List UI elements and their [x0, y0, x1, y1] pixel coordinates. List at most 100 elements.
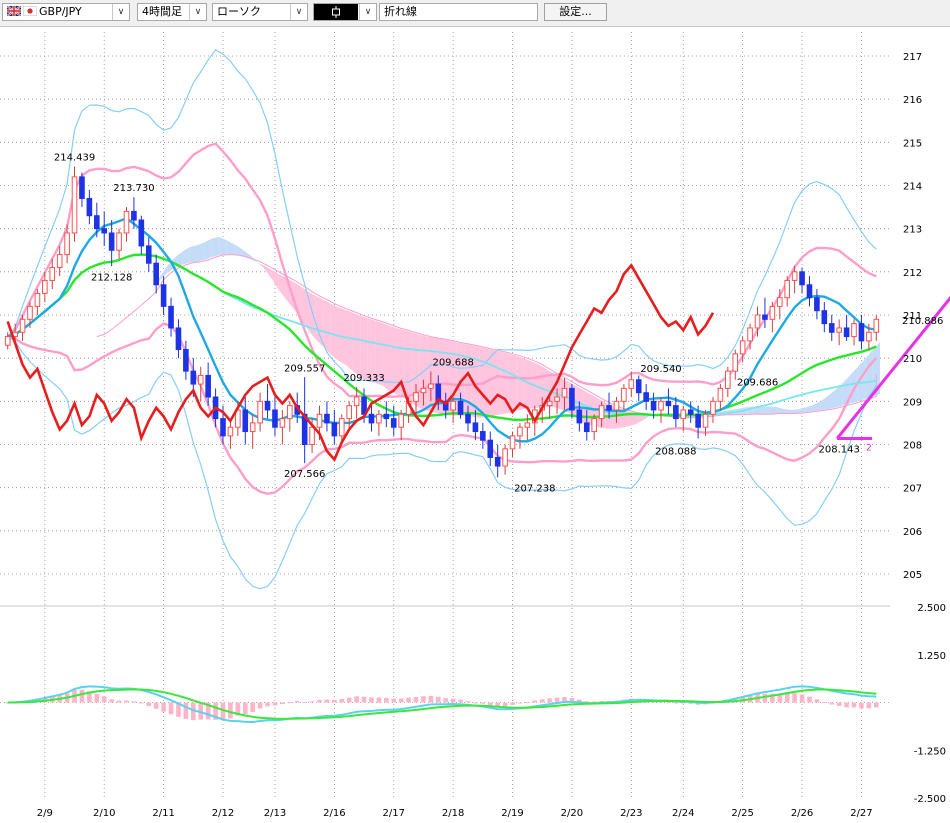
draw-tool-name[interactable]: 折れ線: [379, 3, 538, 21]
date-tick-label: 2/18: [442, 808, 464, 819]
draw-tool-select[interactable]: ∨: [313, 3, 377, 21]
chevron-down-icon[interactable]: ∨: [359, 4, 376, 20]
candle-body: [754, 314, 761, 329]
candle-body: [739, 340, 746, 355]
kumo-segment: [857, 358, 866, 402]
candle-body: [517, 426, 523, 437]
price-annotation: 209.688: [432, 358, 473, 369]
kumo-segment: [308, 291, 316, 340]
candle: [569, 384, 575, 419]
jpy-flag-icon: [23, 6, 37, 16]
candle: [583, 409, 590, 441]
candle-body: [131, 210, 137, 221]
macd-histogram-bar: [807, 696, 812, 703]
macd-histogram-bar: [554, 697, 560, 703]
candle-body: [27, 305, 33, 320]
candle-body: [101, 228, 108, 234]
candle-body: [428, 383, 434, 389]
candle-body: [821, 310, 828, 325]
settings-button[interactable]: 設定...: [544, 3, 607, 21]
ma-short: [7, 217, 877, 443]
macd-histogram-bar: [822, 702, 827, 704]
candle: [79, 172, 85, 208]
macd-histogram-bar: [829, 702, 835, 705]
macd-histogram-bar: [517, 702, 523, 704]
candle-body: [279, 418, 286, 428]
candle-body: [509, 435, 516, 450]
candle-body: [717, 387, 724, 402]
chart-style-select[interactable]: ローソク ∨: [212, 3, 308, 21]
candle-body: [628, 379, 635, 389]
macd-histogram-bar: [465, 701, 471, 703]
kumo-segment: [516, 355, 524, 411]
candle: [428, 371, 434, 402]
candle-body: [153, 262, 159, 286]
chevron-down-icon[interactable]: ∨: [290, 4, 307, 20]
candle: [153, 254, 159, 294]
kumo-segment: [197, 242, 205, 262]
candle-body: [576, 409, 583, 424]
candle: [353, 387, 360, 419]
candle-body: [272, 409, 278, 428]
candle-body: [368, 413, 375, 424]
macd-signal-line: [7, 688, 877, 720]
macd-histogram-bar: [79, 689, 85, 703]
kumo-segment: [798, 407, 806, 414]
candle-body: [442, 400, 449, 411]
date-tick-label: 2/24: [672, 808, 694, 819]
macd-histogram-bar: [242, 702, 248, 715]
macd-histogram-bar: [309, 701, 315, 703]
chevron-down-icon[interactable]: ∨: [112, 4, 129, 20]
macd-histogram-bar: [176, 702, 181, 717]
kumo-segment: [122, 311, 131, 318]
macd-histogram-bar: [510, 702, 515, 705]
kumo-segment: [219, 236, 227, 256]
kumo-segment: [323, 299, 331, 355]
price-tick-label: 208: [903, 441, 922, 452]
candle-body: [695, 413, 701, 428]
macd-histogram-bar: [87, 691, 92, 703]
price-annotation: 214.439: [54, 153, 95, 164]
candle: [843, 315, 850, 341]
macd-histogram-bar: [161, 702, 166, 712]
date-tick-label: 2/23: [620, 808, 642, 819]
macd-histogram-bar: [317, 699, 322, 703]
candle-body: [546, 400, 553, 407]
kumo-segment: [828, 389, 836, 410]
kumo-segment: [234, 244, 242, 257]
macd-histogram-bar: [280, 702, 285, 705]
candle-body: [673, 405, 679, 420]
price-annotation: 208.143: [818, 444, 859, 455]
candle: [4, 332, 11, 350]
symbol-select[interactable]: GBP/JPY ∨: [2, 3, 130, 21]
candle: [866, 323, 872, 350]
candle: [680, 405, 687, 432]
trend-line-up[interactable]: [836, 268, 950, 440]
candle-body: [383, 413, 390, 420]
candle: [338, 414, 345, 445]
candle: [450, 397, 456, 423]
macd-histogram-bar: [458, 699, 463, 703]
kumo-segment: [456, 342, 465, 416]
macd-histogram-bar: [680, 702, 686, 704]
date-tick-label: 2/13: [264, 808, 286, 819]
timeframe-select[interactable]: 4時間足 ∨: [137, 3, 207, 21]
candle: [242, 397, 249, 445]
candle-body: [420, 387, 427, 394]
candle-body: [650, 400, 657, 411]
kumo-segment: [263, 265, 272, 279]
kumo-segment: [145, 291, 153, 299]
price-annotation: 212.128: [91, 272, 132, 283]
candle-body: [138, 219, 145, 247]
candle-body: [621, 387, 627, 402]
candle-body: [687, 409, 694, 415]
candle-body: [554, 396, 560, 402]
candle-body: [301, 413, 308, 445]
macd-histogram-bar: [658, 701, 664, 703]
candle-body: [583, 422, 590, 433]
candle-body: [220, 418, 226, 437]
candle-body: [828, 323, 835, 333]
macd-histogram-bar: [836, 702, 842, 706]
chevron-down-icon[interactable]: ∨: [189, 4, 206, 20]
macd-histogram-bar: [257, 702, 263, 709]
